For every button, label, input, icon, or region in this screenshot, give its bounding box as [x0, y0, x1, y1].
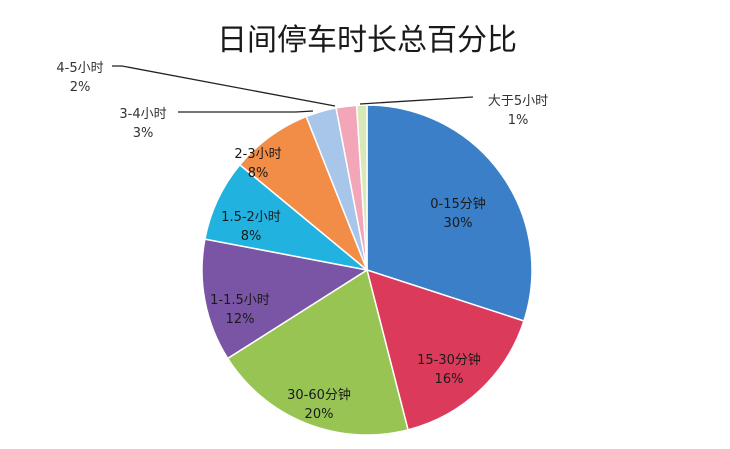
- leader-line-7: [112, 65, 336, 107]
- slice-percent-8: 1%: [508, 113, 529, 128]
- slice-percent-6: 3%: [133, 126, 154, 141]
- leader-line-6: [178, 110, 314, 113]
- leader-line-8: [359, 96, 474, 105]
- slice-label-1: 15-30分钟: [417, 352, 481, 368]
- pie-slice-3: [201, 238, 370, 360]
- slice-percent-0: 30%: [444, 216, 473, 231]
- slice-label-2: 30-60分钟: [287, 387, 351, 403]
- pie-slice-2: [226, 268, 409, 436]
- slice-percent-1: 16%: [435, 372, 464, 387]
- pie-slice-0: [366, 104, 533, 322]
- slice-percent-7: 2%: [70, 80, 91, 95]
- slice-label-0: 0-15分钟: [430, 196, 486, 212]
- slice-percent-5: 8%: [248, 166, 269, 181]
- leader-lines: [112, 65, 474, 113]
- slice-percent-4: 8%: [241, 229, 262, 244]
- pie-slice-1: [365, 268, 525, 431]
- slice-label-8: 大于5小时: [488, 94, 548, 109]
- slice-label-4: 1.5-2小时: [221, 210, 281, 225]
- slice-label-6: 3-4小时: [119, 107, 166, 122]
- slice-label-3: 1-1.5小时: [210, 293, 270, 308]
- slice-percent-3: 12%: [226, 312, 255, 327]
- slice-label-5: 2-3小时: [234, 147, 281, 162]
- slice-labels: 0-15分钟 30% 15-30分钟 16% 30-60分钟 20% 1-1.5小时 12% 1…: [56, 61, 548, 422]
- pie-slices: [201, 104, 533, 436]
- pie-slice-8: [355, 104, 368, 271]
- slice-label-7: 4-5小时: [56, 61, 103, 76]
- slice-percent-2: 20%: [305, 407, 334, 422]
- chart-title: 日间停车时长总百分比: [217, 23, 517, 58]
